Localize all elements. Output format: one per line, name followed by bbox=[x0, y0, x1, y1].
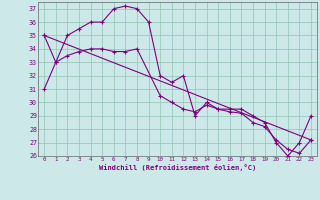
X-axis label: Windchill (Refroidissement éolien,°C): Windchill (Refroidissement éolien,°C) bbox=[99, 164, 256, 171]
